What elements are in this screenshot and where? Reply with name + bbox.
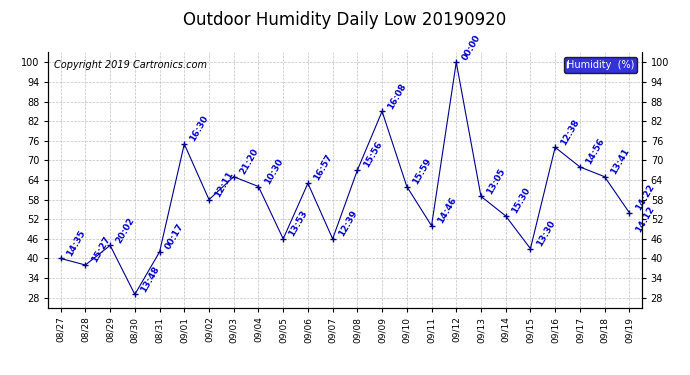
Text: 14:35: 14:35: [65, 228, 87, 258]
Text: Copyright 2019 Cartronics.com: Copyright 2019 Cartronics.com: [55, 60, 207, 70]
Text: 13:53: 13:53: [287, 209, 309, 238]
Text: 13:05: 13:05: [485, 166, 507, 196]
Text: 13:30: 13:30: [535, 219, 557, 248]
Legend: Humidity  (%): Humidity (%): [564, 57, 637, 73]
Text: 14:22: 14:22: [633, 183, 656, 212]
Text: 13:41: 13:41: [609, 147, 631, 176]
Text: 12:39: 12:39: [337, 209, 359, 238]
Text: 00:17: 00:17: [164, 222, 186, 251]
Text: 15:59: 15:59: [411, 156, 433, 186]
Text: 12:11: 12:11: [213, 170, 235, 199]
Text: 15:27: 15:27: [90, 235, 112, 264]
Text: 20:02: 20:02: [115, 216, 136, 244]
Text: 12:38: 12:38: [560, 117, 582, 147]
Text: 14:46: 14:46: [435, 195, 458, 225]
Text: 16:08: 16:08: [386, 81, 408, 111]
Text: 15:56: 15:56: [362, 140, 384, 170]
Text: 00:00: 00:00: [460, 33, 482, 62]
Text: 15:30: 15:30: [510, 186, 532, 215]
Text: 10:30: 10:30: [263, 157, 284, 186]
Text: 14:12: 14:12: [633, 205, 656, 234]
Text: 21:20: 21:20: [238, 147, 260, 176]
Text: 13:48: 13:48: [139, 264, 161, 294]
Text: 16:30: 16:30: [188, 114, 210, 143]
Text: 16:57: 16:57: [312, 153, 334, 183]
Text: 14:56: 14:56: [584, 137, 607, 166]
Text: Outdoor Humidity Daily Low 20190920: Outdoor Humidity Daily Low 20190920: [184, 11, 506, 29]
